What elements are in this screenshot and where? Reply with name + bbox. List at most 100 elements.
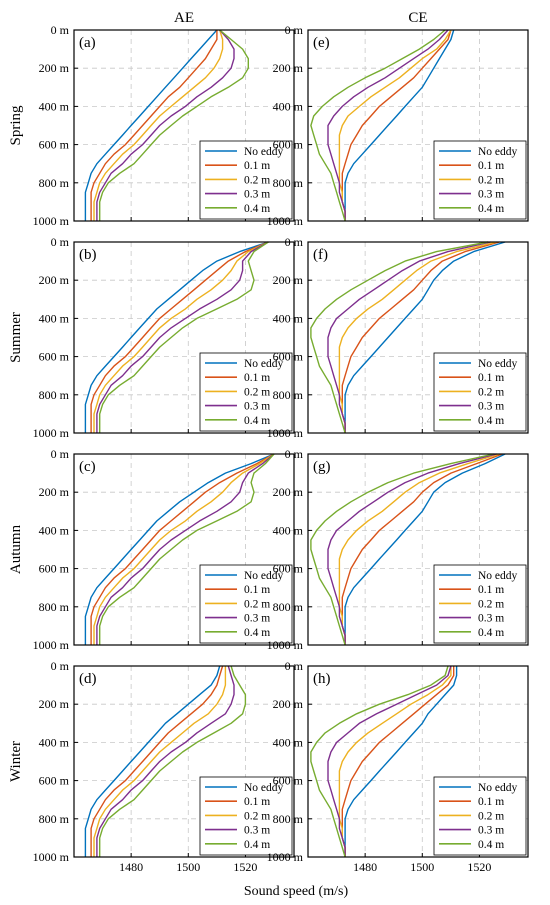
series-line-no-eddy bbox=[84, 241, 269, 433]
series-line-0_2-m bbox=[93, 453, 275, 645]
y-tick-label: 0 m bbox=[285, 659, 304, 673]
series-line-0_3-m bbox=[96, 29, 235, 221]
legend-entry: No eddy bbox=[244, 358, 284, 370]
series-line-0_3-m bbox=[327, 665, 452, 857]
legend-entry: No eddy bbox=[478, 358, 518, 370]
y-tick-label: 400 m bbox=[273, 735, 304, 749]
series-line-0_3-m bbox=[327, 241, 492, 433]
legend: No eddy 0.1 m 0.2 m 0.3 m 0.4 m bbox=[433, 140, 527, 220]
legend-entry: 0.1 m bbox=[478, 584, 504, 596]
series-line-no-eddy bbox=[84, 453, 275, 645]
y-tick-label: 200 m bbox=[273, 697, 304, 711]
legend-entry: 0.1 m bbox=[478, 372, 504, 384]
series-line-0_2-m bbox=[93, 29, 224, 221]
y-tick-label: 800 m bbox=[39, 176, 70, 190]
panel-g: 0 m 200 m 400 m 600 m 800 m 1000 m (g) No eddy 0… bbox=[267, 447, 529, 652]
series-line-0_1-m bbox=[341, 666, 455, 857]
legend: No eddy 0.1 m 0.2 m 0.3 m 0.4 m bbox=[199, 564, 293, 644]
legend-entry: No eddy bbox=[244, 782, 284, 794]
legend-entry: No eddy bbox=[478, 782, 518, 794]
y-tick-label: 200 m bbox=[273, 273, 304, 287]
panel-f: 0 m 200 m 400 m 600 m 800 m 1000 m (f) No eddy 0… bbox=[267, 235, 529, 440]
series-line-0_2-m bbox=[93, 666, 227, 857]
series-line-0_2-m bbox=[93, 241, 269, 433]
y-tick-label: 400 m bbox=[39, 523, 70, 537]
legend-entry: 0.2 m bbox=[244, 174, 270, 186]
x-tick-label: 1480 bbox=[119, 860, 143, 874]
y-tick-label: 600 m bbox=[273, 138, 304, 152]
series-line-no-eddy bbox=[344, 666, 458, 857]
y-tick-label: 600 m bbox=[39, 774, 70, 788]
y-tick-label: 0 m bbox=[51, 23, 70, 37]
panel-frame bbox=[307, 665, 529, 858]
legend-entry: 0.2 m bbox=[244, 386, 270, 398]
y-tick-label: 200 m bbox=[273, 61, 304, 75]
legend-entry: 0.3 m bbox=[244, 613, 270, 625]
panel-label: (c) bbox=[79, 459, 96, 475]
series-line-0_2-m bbox=[338, 29, 452, 221]
legend-entry: 0.1 m bbox=[478, 160, 504, 172]
y-tick-label: 400 m bbox=[273, 311, 304, 325]
series-line-0_3-m bbox=[96, 241, 269, 433]
panel-a: 0 m 200 m 400 m 600 m 800 m 1000 m (a) No eddy 0… bbox=[33, 23, 295, 228]
y-tick-label: 800 m bbox=[39, 600, 70, 614]
y-tick-label: 800 m bbox=[273, 600, 304, 614]
y-tick-label: 400 m bbox=[39, 311, 70, 325]
legend-entry: No eddy bbox=[244, 570, 284, 582]
series-line-0_4-m bbox=[98, 241, 269, 433]
series-line-0_1-m bbox=[90, 241, 269, 433]
y-tick-label: 0 m bbox=[51, 447, 70, 461]
legend-entry: 0.2 m bbox=[244, 598, 270, 610]
y-tick-label: 200 m bbox=[273, 485, 304, 499]
panel-d: 0 m 200 m 400 m 600 m 800 m 1000 m 1480 1500 152… bbox=[33, 659, 295, 874]
y-tick-label: 800 m bbox=[39, 812, 70, 826]
series-line-no-eddy bbox=[344, 453, 506, 645]
legend-entry: 0.3 m bbox=[478, 401, 504, 413]
legend-entry: 0.2 m bbox=[478, 598, 504, 610]
legend-entry: 0.4 m bbox=[244, 627, 270, 639]
legend-entry: 0.2 m bbox=[478, 174, 504, 186]
legend-entry: 0.3 m bbox=[478, 189, 504, 201]
y-tick-label: 400 m bbox=[273, 99, 304, 113]
legend: No eddy 0.1 m 0.2 m 0.3 m 0.4 m bbox=[199, 352, 293, 432]
y-tick-label: 1000 m bbox=[33, 850, 70, 864]
legend-entry: 0.4 m bbox=[478, 203, 504, 215]
panel-frame bbox=[73, 241, 295, 434]
y-tick-label: 600 m bbox=[39, 350, 70, 364]
row-label-autumn: Autumn bbox=[8, 524, 24, 574]
legend-entry: 0.1 m bbox=[244, 796, 270, 808]
panel-b: 0 m 200 m 400 m 600 m 800 m 1000 m (b) No eddy 0… bbox=[33, 235, 295, 440]
panel-label: (h) bbox=[313, 671, 331, 687]
y-tick-label: 200 m bbox=[39, 697, 70, 711]
y-tick-label: 600 m bbox=[273, 350, 304, 364]
legend-entry: 0.3 m bbox=[244, 825, 270, 837]
series-line-0_4-m bbox=[310, 665, 449, 858]
legend-entry: No eddy bbox=[478, 146, 518, 158]
legend-entry: 0.4 m bbox=[244, 839, 270, 851]
panel-label: (b) bbox=[79, 247, 97, 263]
y-tick-label: 800 m bbox=[39, 388, 70, 402]
y-tick-label: 1000 m bbox=[267, 214, 304, 228]
x-tick-label: 1500 bbox=[176, 860, 200, 874]
y-tick-label: 800 m bbox=[273, 812, 304, 826]
y-tick-label: 600 m bbox=[273, 774, 304, 788]
series-line-0_1-m bbox=[341, 241, 500, 433]
panel-h: 0 m 200 m 400 m 600 m 800 m 1000 m 1480 1500 152… bbox=[267, 659, 529, 874]
y-tick-label: 1000 m bbox=[267, 426, 304, 440]
series-line-0_1-m bbox=[90, 453, 275, 645]
x-tick-label: 1480 bbox=[353, 860, 377, 874]
column-title-ae: AE bbox=[174, 10, 194, 26]
series-line-0_4-m bbox=[310, 241, 489, 434]
legend-entry: No eddy bbox=[478, 570, 518, 582]
series-line-0_2-m bbox=[338, 666, 452, 857]
panel-label: (e) bbox=[313, 35, 330, 51]
series-line-0_4-m bbox=[310, 29, 446, 222]
y-tick-label: 800 m bbox=[273, 388, 304, 402]
legend-entry: 0.1 m bbox=[244, 584, 270, 596]
row-label-spring: Spring bbox=[8, 105, 24, 146]
x-tick-label: 1500 bbox=[410, 860, 434, 874]
y-tick-label: 1000 m bbox=[33, 214, 70, 228]
panel-label: (a) bbox=[79, 35, 96, 51]
series-line-0_2-m bbox=[338, 453, 500, 645]
